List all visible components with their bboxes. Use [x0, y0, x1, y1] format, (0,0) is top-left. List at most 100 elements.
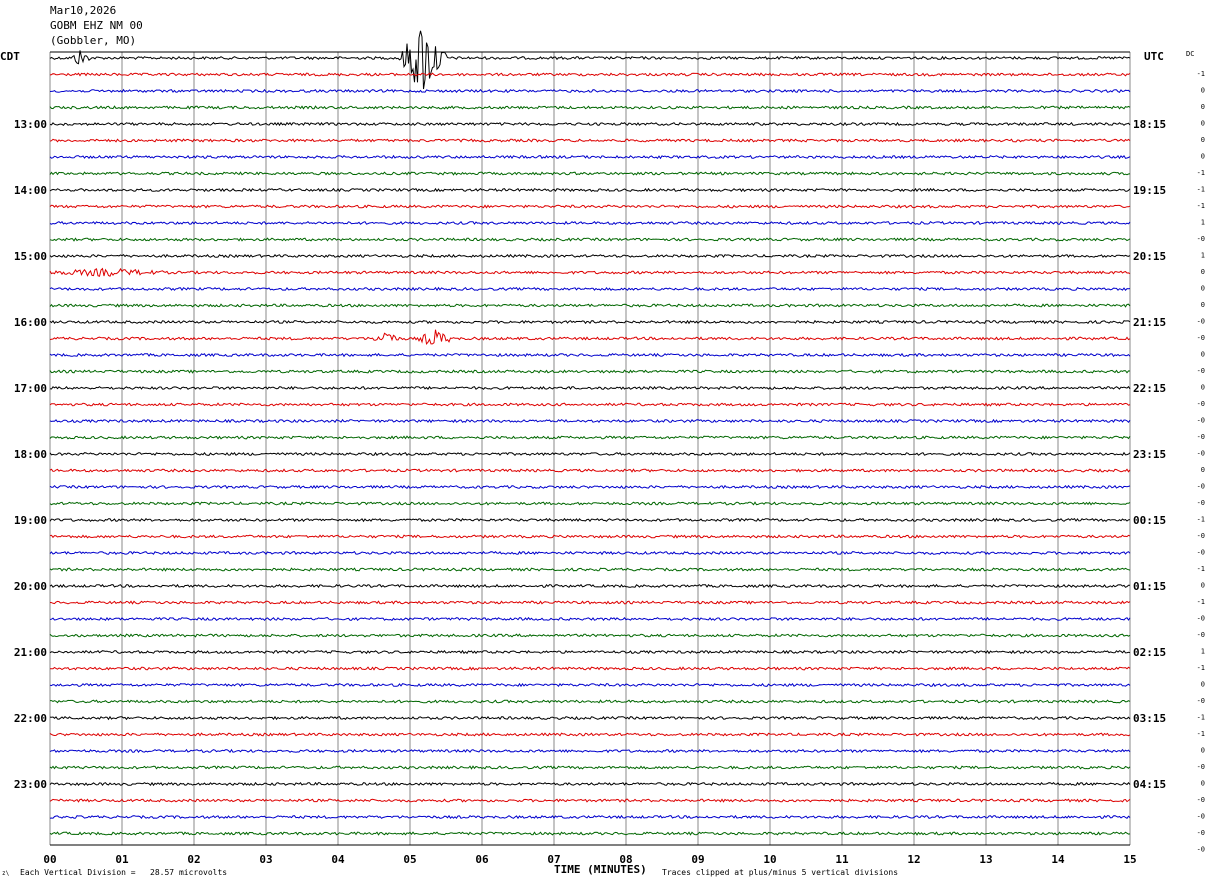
dc-offset-label: 0: [1201, 285, 1205, 293]
x-axis-label: TIME (MINUTES): [554, 863, 647, 876]
trace-row-27: [49, 501, 1131, 506]
dc-offset-label: -0: [1197, 532, 1205, 540]
dc-offset-label: 0: [1201, 351, 1205, 359]
dc-offset-label: -0: [1197, 400, 1205, 408]
left-hour-label: 20:00: [14, 580, 47, 593]
x-tick-label: 05: [403, 853, 416, 866]
dc-offset-label: 0: [1201, 582, 1205, 590]
dc-offset-label: 0: [1201, 681, 1205, 689]
trace-row-43: [49, 765, 1131, 770]
trace-row-25: [49, 468, 1131, 473]
right-hour-label: 01:15: [1133, 580, 1166, 593]
right-hour-label: 02:15: [1133, 646, 1166, 659]
left-hour-labels: 13:00 14:00 15:00 16:00 17:00 18:00 19:00 20:00…: [14, 118, 47, 791]
right-hour-label: 21:15: [1133, 316, 1166, 329]
left-hour-label: 14:00: [14, 184, 47, 197]
dc-offset-label: -0: [1197, 763, 1205, 771]
dc-offset-label: 1: [1201, 648, 1205, 656]
right-hour-labels: 18:15 19:15 20:15 21:15 22:15 23:15 00:15 01:15…: [1133, 118, 1166, 791]
left-hour-label: 22:00: [14, 712, 47, 725]
trace-row-15: [49, 303, 1131, 308]
trace-row-29: [49, 534, 1131, 539]
right-hour-label: 18:15: [1133, 118, 1166, 131]
right-hour-label: 19:15: [1133, 184, 1166, 197]
left-hour-label: 23:00: [14, 778, 47, 791]
dc-offset-label: -0: [1197, 796, 1205, 804]
dc-offset-label: -1: [1197, 664, 1205, 672]
trace-row-47: [49, 831, 1131, 836]
trace-row-10: [49, 220, 1131, 226]
x-tick-label: 08: [619, 853, 632, 866]
dc-offset-label: -0: [1197, 631, 1205, 639]
dc-offset-label: 0: [1201, 384, 1205, 392]
trace-row-33: [49, 600, 1131, 605]
dc-offset-label: -0: [1197, 829, 1205, 837]
trace-row-6: [49, 154, 1131, 160]
dc-offset-label: 0: [1201, 136, 1205, 144]
right-hour-label: 20:15: [1133, 250, 1166, 263]
x-tick-label: 00: [43, 853, 56, 866]
trace-row-44: [49, 781, 1131, 787]
dc-offset-label: 0: [1201, 268, 1205, 276]
trace-row-45: [49, 798, 1131, 803]
trace-row-19: [49, 369, 1131, 374]
trace-row-21: [49, 402, 1131, 407]
dc-offset-label: -0: [1197, 483, 1205, 491]
trace-row-34: [49, 616, 1131, 622]
trace-row-32: [49, 583, 1130, 589]
trace-row-7: [49, 171, 1131, 176]
right-hour-label: 23:15: [1133, 448, 1166, 461]
dc-offset-label: -0: [1197, 615, 1205, 623]
dc-offset-label: -1: [1197, 516, 1205, 524]
x-tick-label: 12: [907, 853, 920, 866]
dc-offset-label: -1: [1197, 186, 1205, 194]
trace-row-13: [49, 267, 1131, 277]
trace-row-12: [49, 253, 1131, 259]
dc-offset-label: 0: [1201, 747, 1205, 755]
trace-row-11: [49, 237, 1131, 242]
dc-column-label: DC: [1186, 50, 1195, 58]
x-tick-label: 10: [763, 853, 776, 866]
trace-row-39: [50, 699, 1131, 704]
dc-offset-label: 0: [1201, 153, 1205, 161]
x-tick-label: 15: [1123, 853, 1136, 866]
dc-offset-label: 0: [1201, 87, 1205, 95]
left-hour-label: 18:00: [14, 448, 47, 461]
left-hour-label: 17:00: [14, 382, 47, 395]
dc-offset-label: -0: [1197, 499, 1205, 507]
corner-mark: z\: [2, 870, 10, 877]
dc-offset-label: 0: [1201, 301, 1205, 309]
header-location: (Gobbler, MO): [50, 34, 137, 47]
right-hour-label: 00:15: [1133, 514, 1166, 527]
right-hour-label: 22:15: [1133, 382, 1166, 395]
left-timezone-label: CDT: [0, 50, 20, 63]
dc-offset-label: -0: [1197, 433, 1205, 441]
left-hour-label: 19:00: [14, 514, 47, 527]
x-tick-label: 07: [547, 853, 560, 866]
header-station: GOBM EHZ NM 00: [50, 19, 143, 32]
x-tick-label: 14: [1051, 853, 1065, 866]
right-hour-label: 04:15: [1133, 778, 1166, 791]
dc-offset-label: -1: [1197, 714, 1205, 722]
dc-offset-label: -0: [1197, 318, 1205, 326]
trace-row-42: [49, 748, 1131, 754]
x-tick-label: 01: [115, 853, 129, 866]
dc-offset-label: -1: [1197, 730, 1205, 738]
dc-offset-label: -0: [1197, 334, 1205, 342]
trace-row-3: [49, 105, 1131, 110]
x-tick-label: 11: [835, 853, 849, 866]
scale-note: Each Vertical Division = 28.57 microvolt…: [20, 868, 228, 877]
clip-note: Traces clipped at plus/minus 5 vertical …: [662, 868, 899, 877]
seismic-traces: [49, 30, 1131, 836]
dc-offset-labels: -1 0 0 0 0 0 -1 -1 -1 1 -0 1 0 0 0 -0 -0 0 -0 0 -0 -0 -0 -0 0 -0 -…: [1197, 70, 1205, 854]
trace-row-17: [49, 329, 1131, 346]
dc-offset-label: 0: [1201, 780, 1205, 788]
left-hour-label: 13:00: [14, 118, 47, 131]
trace-row-2: [49, 88, 1131, 94]
dc-offset-label: 1: [1201, 252, 1205, 260]
right-hour-label: 03:15: [1133, 712, 1166, 725]
trace-row-38: [49, 682, 1131, 688]
x-tick-label: 06: [475, 853, 489, 866]
left-hour-label: 15:00: [14, 250, 47, 263]
